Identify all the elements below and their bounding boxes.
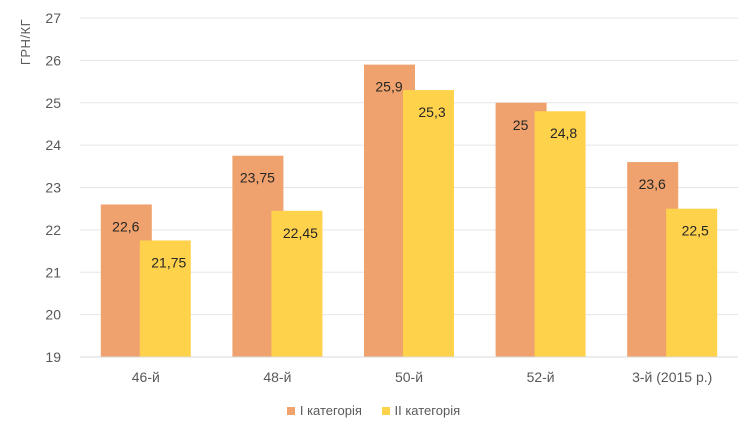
y-tick-label: 19 <box>45 349 61 365</box>
legend-label-series-2: ІІ категорія <box>394 403 461 418</box>
bars <box>100 64 718 358</box>
bar-series-2 <box>534 111 586 357</box>
x-axis-ticks: 46-й 48-й 50-й 52-й 3-й (2015 р.) <box>132 369 713 385</box>
legend: І категорія ІІ категорія <box>0 403 747 418</box>
y-tick-label: 21 <box>45 264 61 280</box>
data-label-series-1: 25 <box>513 117 529 133</box>
bar-series-2 <box>666 208 718 357</box>
data-label-series-2: 25,3 <box>418 104 445 120</box>
x-tick-label: 48-й <box>263 369 291 385</box>
y-axis-label: ГРН/КГ <box>18 19 33 65</box>
y-tick-label: 20 <box>45 307 61 323</box>
x-tick-label: 46-й <box>132 369 160 385</box>
data-label-series-2: 21,75 <box>151 254 186 270</box>
x-tick-label: 52-й <box>527 369 555 385</box>
data-label-series-1: 22,6 <box>112 218 139 234</box>
data-label-series-2: 22,45 <box>283 225 318 241</box>
legend-swatch-series-1 <box>286 407 295 415</box>
y-tick-label: 22 <box>45 222 61 238</box>
y-tick-label: 24 <box>45 137 61 153</box>
x-tick-label: 3-й (2015 р.) <box>632 369 712 385</box>
data-label-series-2: 22,5 <box>682 223 709 239</box>
legend-swatch-series-2 <box>381 407 390 415</box>
data-label-series-1: 23,6 <box>639 176 666 192</box>
y-tick-label: 23 <box>45 180 61 196</box>
y-tick-label: 27 <box>45 10 61 26</box>
data-labels: 22,6 21,75 23,75 22,45 25,9 25,3 25 24,8 23,6 22,… <box>112 79 709 271</box>
data-label-series-1: 25,9 <box>375 79 402 95</box>
bar-series-2 <box>139 240 191 357</box>
legend-item-series-2: ІІ категорія <box>381 403 461 418</box>
bar-series-2 <box>271 210 323 357</box>
legend-label-series-1: І категорія <box>299 403 362 418</box>
y-tick-label: 26 <box>45 52 61 68</box>
legend-item-series-1: І категорія <box>286 403 362 418</box>
data-label-series-1: 23,75 <box>240 170 275 186</box>
y-axis-ticks: 19 20 21 22 23 24 25 26 27 <box>45 10 61 365</box>
y-tick-label: 25 <box>45 95 61 111</box>
x-tick-label: 50-й <box>395 369 423 385</box>
data-label-series-2: 24,8 <box>550 125 577 141</box>
bar-series-2 <box>403 90 454 357</box>
